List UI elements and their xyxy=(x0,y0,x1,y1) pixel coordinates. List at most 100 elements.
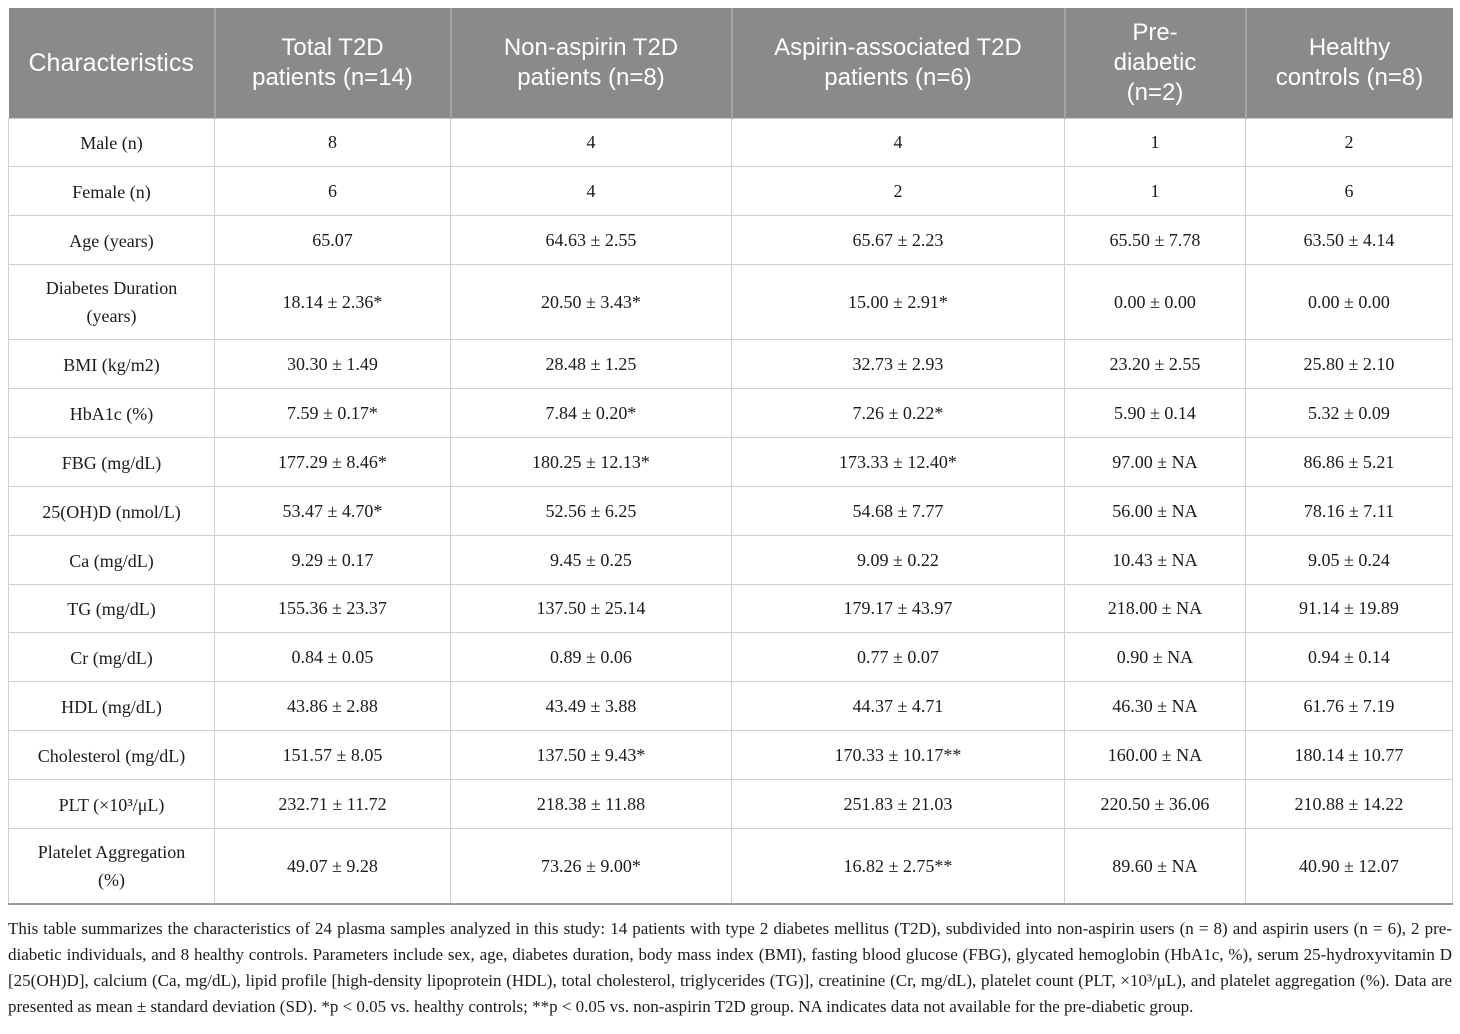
row-label: 25(OH)D (nmol/L) xyxy=(42,501,181,522)
table-cell: 73.26 ± 9.00* xyxy=(450,827,732,905)
header-cell: Total T2D patients (n=14) xyxy=(213,8,451,118)
table-cell: 44.37 ± 4.71 xyxy=(731,681,1065,732)
table-row: Age (years) 65.07 64.63 ± 2.55 65.67 ± 2.23… xyxy=(8,215,1453,266)
table-cell: 46.30 ± NA xyxy=(1064,681,1246,732)
table-cell: 180.25 ± 12.13* xyxy=(450,436,732,487)
table-cell: 43.86 ± 2.88 xyxy=(214,681,451,732)
table-header-row: Characteristics Total T2D patients (n=14)… xyxy=(8,8,1453,118)
table-cell: 9.45 ± 0.25 xyxy=(450,534,732,585)
row-label: HbA1c (%) xyxy=(69,403,154,424)
table-cell: 53.47 ± 4.70* xyxy=(214,485,451,536)
row-label: TG (mg/dL) xyxy=(67,599,156,620)
table-row: FBG (mg/dL) 177.29 ± 8.46* 180.25 ± 12.13*… xyxy=(8,436,1453,487)
table-row: HDL (mg/dL) 43.86 ± 2.88 43.49 ± 3.88 44.37… xyxy=(8,681,1453,732)
table-cell: 218.38 ± 11.88 xyxy=(450,779,732,829)
table-cell: 232.71 ± 11.72 xyxy=(214,779,451,829)
table-row: TG (mg/dL) 155.36 ± 23.37 137.50 ± 25.14 17… xyxy=(8,583,1453,634)
table-cell: 5.90 ± 0.14 xyxy=(1064,388,1246,438)
row-label-cell: Cholesterol (mg/dL) xyxy=(8,730,215,780)
table-cell: 160.00 ± NA xyxy=(1064,730,1246,780)
table-cell: 4 xyxy=(450,166,732,217)
header-cell: Aspirin-associated T2D patients (n=6) xyxy=(730,8,1065,118)
table-cell: 4 xyxy=(450,117,732,168)
table-cell: 0.00 ± 0.00 xyxy=(1245,264,1453,341)
table-cell: 7.84 ± 0.20* xyxy=(450,388,732,438)
row-label: Age (years) xyxy=(69,231,154,252)
row-label-cell: Platelet Aggregation (%) xyxy=(8,827,215,905)
table-cell: 23.20 ± 2.55 xyxy=(1064,339,1246,389)
table-cell: 91.14 ± 19.89 xyxy=(1245,583,1453,634)
table-cell: 63.50 ± 4.14 xyxy=(1245,215,1453,266)
table-cell: 40.90 ± 12.07 xyxy=(1245,827,1453,905)
row-label: FBG (mg/dL) xyxy=(61,452,162,473)
row-label: Ca (mg/dL) xyxy=(69,550,154,571)
header-cell-label: Healthy controls (n=8) xyxy=(1275,33,1424,91)
header-cell: Non-aspirin T2D patients (n=8) xyxy=(449,8,732,118)
table-row: PLT (×10³/μL) 232.71 ± 11.72 218.38 ± 11.8… xyxy=(8,779,1453,829)
table-cell: 20.50 ± 3.43* xyxy=(450,264,732,341)
table-cell: 251.83 ± 21.03 xyxy=(731,779,1065,829)
table-cell: 65.07 xyxy=(214,215,451,266)
table-cell: 61.76 ± 7.19 xyxy=(1245,681,1453,732)
table-cell: 1 xyxy=(1064,166,1246,217)
row-label: Diabetes Duration (years) xyxy=(45,278,178,327)
table-cell: 32.73 ± 2.93 xyxy=(731,339,1065,389)
table-cell: 173.33 ± 12.40* xyxy=(731,436,1065,487)
table-cell: 2 xyxy=(1245,117,1453,168)
table-cell: 9.29 ± 0.17 xyxy=(214,534,451,585)
table-cell: 89.60 ± NA xyxy=(1064,827,1246,905)
header-cell-label: Aspirin-associated T2D patients (n=6) xyxy=(774,33,1022,91)
header-cell-label: Pre-diabetic (n=2) xyxy=(1113,18,1197,106)
row-label-cell: Cr (mg/dL) xyxy=(8,632,215,683)
row-label-cell: FBG (mg/dL) xyxy=(8,436,215,487)
table-cell: 65.67 ± 2.23 xyxy=(731,215,1065,266)
table-cell: 137.50 ± 9.43* xyxy=(450,730,732,780)
header-cell-label: Characteristics xyxy=(28,49,194,78)
table-row: Ca (mg/dL) 9.29 ± 0.17 9.45 ± 0.25 9.09 ± 0… xyxy=(8,534,1453,585)
table-cell: 0.84 ± 0.05 xyxy=(214,632,451,683)
row-label-cell: 25(OH)D (nmol/L) xyxy=(8,485,215,536)
table-cell: 15.00 ± 2.91* xyxy=(731,264,1065,341)
table-cell: 0.89 ± 0.06 xyxy=(450,632,732,683)
table-cell: 52.56 ± 6.25 xyxy=(450,485,732,536)
table-cell: 4 xyxy=(731,117,1065,168)
table-cell: 0.94 ± 0.14 xyxy=(1245,632,1453,683)
table-cell: 43.49 ± 3.88 xyxy=(450,681,732,732)
table-cell: 65.50 ± 7.78 xyxy=(1064,215,1246,266)
table-cell: 49.07 ± 9.28 xyxy=(214,827,451,905)
table-row: 25(OH)D (nmol/L) 53.47 ± 4.70* 52.56 ± 6.2… xyxy=(8,485,1453,536)
table-cell: 177.29 ± 8.46* xyxy=(214,436,451,487)
table-row: Female (n) 6 4 2 1 6 xyxy=(8,166,1453,217)
row-label-cell: HbA1c (%) xyxy=(8,388,215,438)
table-body: Male (n) 8 4 4 1 2 Female (n) 6 4 2 1 6 Age (years) 6… xyxy=(8,117,1453,905)
row-label: Cr (mg/dL) xyxy=(70,648,153,669)
table-cell: 9.09 ± 0.22 xyxy=(731,534,1065,585)
table-cell: 10.43 ± NA xyxy=(1064,534,1246,585)
table-cell: 97.00 ± NA xyxy=(1064,436,1246,487)
table-cell: 7.26 ± 0.22* xyxy=(731,388,1065,438)
table-cell: 137.50 ± 25.14 xyxy=(450,583,732,634)
table-cell: 18.14 ± 2.36* xyxy=(214,264,451,341)
row-label-cell: Ca (mg/dL) xyxy=(8,534,215,585)
header-cell: Healthy controls (n=8) xyxy=(1244,8,1453,118)
row-label-cell: Male (n) xyxy=(8,117,215,168)
table-cell: 86.86 ± 5.21 xyxy=(1245,436,1453,487)
table-cell: 179.17 ± 43.97 xyxy=(731,583,1065,634)
row-label: Female (n) xyxy=(72,182,151,203)
row-label-cell: HDL (mg/dL) xyxy=(8,681,215,732)
table-row: Platelet Aggregation (%) 49.07 ± 9.28 73.2… xyxy=(8,827,1453,905)
header-cell-characteristics: Characteristics xyxy=(8,8,215,118)
table-cell: 151.57 ± 8.05 xyxy=(214,730,451,780)
header-cell: Pre-diabetic (n=2) xyxy=(1063,8,1246,118)
row-label-cell: BMI (kg/m2) xyxy=(8,339,215,389)
row-label: Platelet Aggregation (%) xyxy=(37,841,186,890)
table-row: HbA1c (%) 7.59 ± 0.17* 7.84 ± 0.20* 7.26 ± … xyxy=(8,388,1453,438)
table-header: Characteristics Total T2D patients (n=14)… xyxy=(8,8,1453,118)
table-cell: 180.14 ± 10.77 xyxy=(1245,730,1453,780)
row-label-cell: TG (mg/dL) xyxy=(8,583,215,634)
table-cell: 170.33 ± 10.17** xyxy=(731,730,1065,780)
table-cell: 0.00 ± 0.00 xyxy=(1064,264,1246,341)
table-cell: 54.68 ± 7.77 xyxy=(731,485,1065,536)
row-label: BMI (kg/m2) xyxy=(63,355,160,375)
